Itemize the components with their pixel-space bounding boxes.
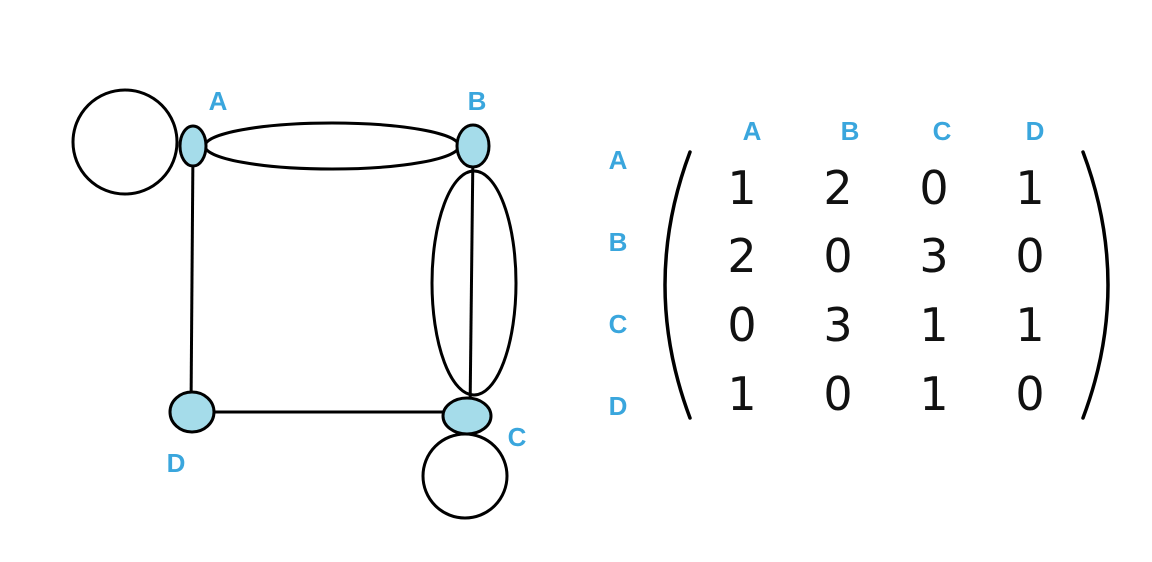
cell-d-c: 1 <box>919 367 948 421</box>
col-label-a: A <box>743 116 762 146</box>
cell-d-d: 0 <box>1015 367 1044 421</box>
vertex-b <box>455 123 491 169</box>
cell-a-c: 0 <box>919 161 948 215</box>
edge-a-b-double <box>203 121 461 171</box>
cell-c-a: 0 <box>727 298 756 352</box>
col-label-c: C <box>933 116 952 146</box>
cell-d-a: 1 <box>727 367 756 421</box>
col-label-b: B <box>841 116 860 146</box>
node-label-d: D <box>167 448 186 478</box>
cell-a-a: 1 <box>727 161 756 215</box>
adjacency-matrix: A B C D A B C D 1 2 0 1 2 0 3 0 0 3 1 1 … <box>609 116 1110 421</box>
cell-c-b: 3 <box>823 298 852 352</box>
col-label-d: D <box>1026 116 1045 146</box>
row-label-a: A <box>609 145 628 175</box>
node-label-c: C <box>508 422 527 452</box>
cell-c-d: 1 <box>1015 298 1044 352</box>
left-bracket <box>663 150 692 420</box>
row-label-d: D <box>609 391 628 421</box>
cell-b-c: 3 <box>919 229 948 283</box>
right-bracket <box>1081 150 1110 420</box>
edge-b-c-middle <box>468 147 475 415</box>
cell-a-d: 1 <box>1015 161 1044 215</box>
cell-b-d: 0 <box>1015 229 1044 283</box>
cell-a-b: 2 <box>823 161 852 215</box>
vertex-d <box>168 390 216 434</box>
vertex-a <box>178 124 208 168</box>
node-label-a: A <box>209 86 228 116</box>
vertex-c <box>441 396 493 436</box>
edge-b-c-outer <box>430 169 518 397</box>
row-label-b: B <box>609 227 628 257</box>
loop-a <box>71 88 179 196</box>
cell-b-b: 0 <box>823 229 852 283</box>
row-label-c: C <box>609 309 628 339</box>
cell-b-a: 2 <box>727 229 756 283</box>
cell-d-b: 0 <box>823 367 852 421</box>
node-label-b: B <box>468 86 487 116</box>
cell-c-c: 1 <box>919 298 948 352</box>
graph: A B C D <box>71 86 527 520</box>
loop-c <box>421 432 509 520</box>
edge-a-d <box>189 145 195 411</box>
